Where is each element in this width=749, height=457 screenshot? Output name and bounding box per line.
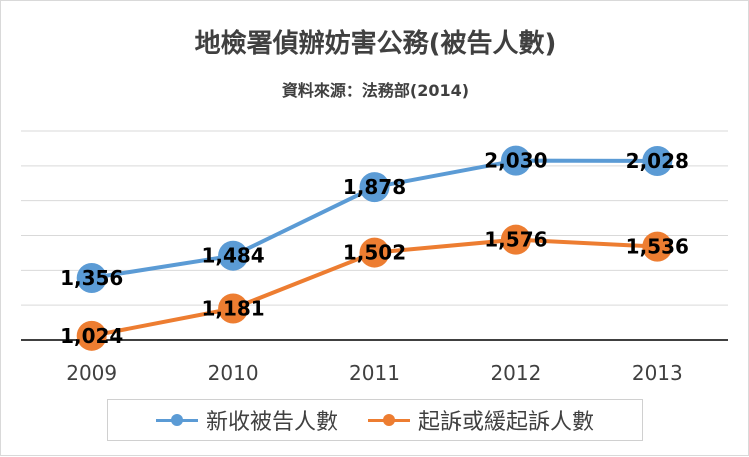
data-label: 1,576 xyxy=(484,228,547,252)
data-label: 1,181 xyxy=(201,296,264,320)
legend-marker-series-2 xyxy=(368,413,410,427)
data-point xyxy=(359,172,390,203)
data-label: 1,878 xyxy=(343,175,406,199)
data-label: 1,502 xyxy=(343,241,406,265)
data-point xyxy=(359,237,390,268)
data-point xyxy=(642,231,673,262)
legend: 新收被告人數 起訴或緩起訴人數 xyxy=(107,399,643,441)
data-point xyxy=(218,240,249,271)
chart-subtitle: 資料來源：法務部(2014) xyxy=(281,81,470,100)
legend-label-series-2: 起訴或緩起訴人數 xyxy=(418,410,595,435)
legend-marker-series-1 xyxy=(155,413,198,427)
data-label: 1,536 xyxy=(626,235,689,259)
x-tick-label: 2012 xyxy=(490,361,541,385)
data-point xyxy=(642,145,673,176)
data-label: 1,356 xyxy=(60,266,123,290)
data-label: 2,030 xyxy=(484,149,547,173)
data-point xyxy=(500,145,531,176)
x-tick-label: 2010 xyxy=(208,361,259,385)
data-point xyxy=(76,320,107,351)
data-point xyxy=(500,224,531,255)
data-point xyxy=(76,262,107,293)
x-tick-label: 2013 xyxy=(632,361,683,385)
data-label: 2,028 xyxy=(626,149,689,173)
data-point xyxy=(218,293,249,324)
legend-item-series-2: 起訴或緩起訴人數 xyxy=(368,404,594,436)
x-tick-label: 2009 xyxy=(66,361,117,385)
chart-title: 地檢署偵辦妨害公務(被告人數) xyxy=(194,29,557,59)
legend-label-series-1: 新收被告人數 xyxy=(205,410,338,435)
data-label: 1,024 xyxy=(60,324,123,348)
data-label: 1,484 xyxy=(201,244,264,268)
legend-item-series-1: 新收被告人數 xyxy=(155,404,338,436)
x-tick-label: 2011 xyxy=(349,361,400,385)
